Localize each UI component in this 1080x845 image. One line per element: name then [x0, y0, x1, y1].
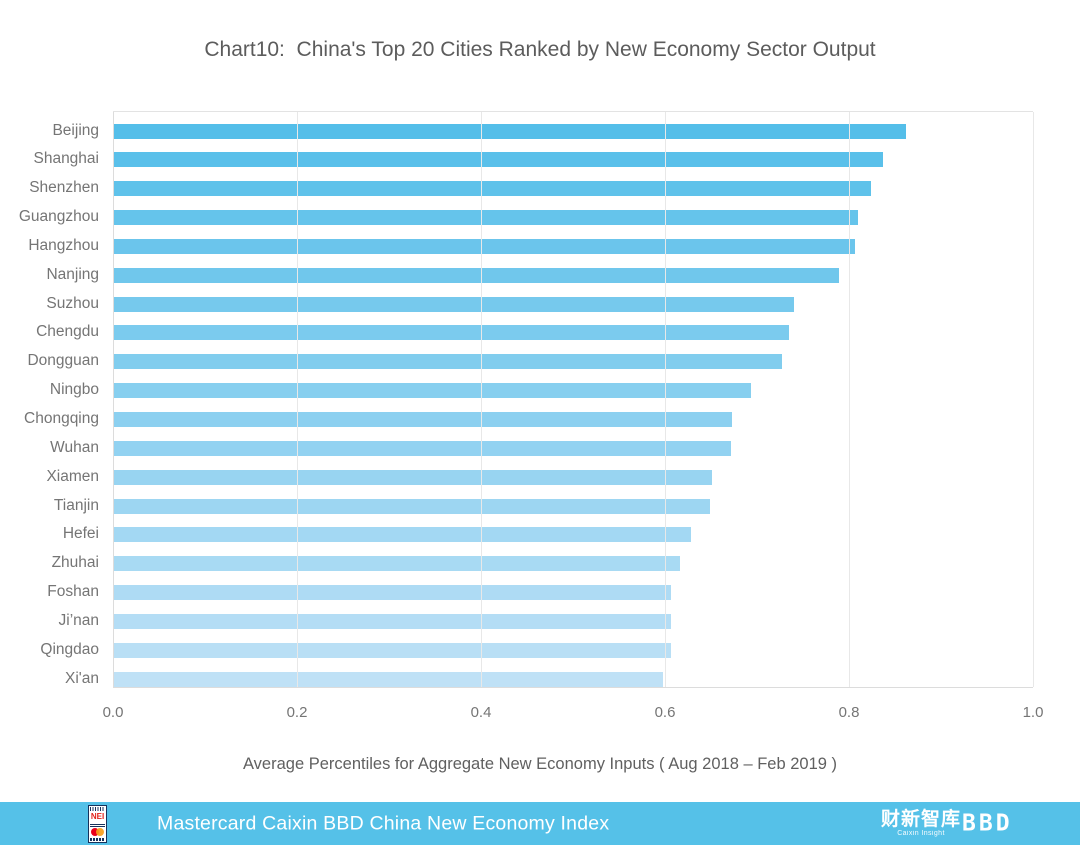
bar-hefei	[113, 527, 691, 543]
category-label: Qingdao	[40, 640, 99, 658]
bar-beijing	[113, 123, 907, 139]
mastercard-icon	[90, 828, 105, 837]
x-axis-ticks: 0.0 0.2 0.4 0.6 0.8 1.0	[103, 704, 1044, 724]
bar-nanjing	[113, 267, 839, 283]
caixin-logo-text: 财新智库	[881, 808, 962, 830]
category-label: Nanjing	[46, 265, 99, 283]
category-label: Guangzhou	[18, 208, 99, 226]
bar-ningbo	[113, 383, 751, 399]
gridline	[665, 112, 666, 687]
nei-footer-stripe-icon	[90, 838, 105, 841]
x-tick-label: 0.0	[102, 704, 124, 721]
bar-chongqing	[113, 412, 733, 427]
bar-shanghai	[113, 152, 884, 168]
bar-tianjin	[113, 498, 711, 514]
caixin-insight-logo: 财新智库 Caixin Insight	[881, 808, 962, 838]
category-label: Ji’nan	[58, 611, 100, 629]
category-label: Xiamen	[46, 467, 99, 485]
nei-logo-text: NEI	[90, 811, 105, 821]
gridline	[849, 112, 850, 687]
plot-area	[113, 111, 1034, 688]
caixin-logo-subtext: Caixin Insight	[897, 829, 945, 837]
category-label: Foshan	[47, 583, 99, 601]
mastercard-red-circle-icon	[91, 828, 99, 837]
category-label: Hefei	[62, 525, 99, 543]
x-tick-label: 0.2	[286, 704, 308, 721]
category-label: Tianjin	[53, 496, 99, 514]
bar-chengdu	[113, 325, 790, 341]
category-label: Xi'an	[65, 669, 99, 687]
bar-foshan	[113, 585, 672, 601]
bar-zhuhai	[113, 556, 680, 572]
x-tick-label: 0.8	[838, 704, 860, 721]
bar-suzhou	[113, 296, 794, 312]
nei-mastercard-logo: NEI	[88, 805, 107, 843]
x-tick-label: 0.6	[654, 704, 676, 721]
category-label: Shanghai	[33, 150, 99, 168]
category-label: Chengdu	[36, 323, 99, 341]
category-label: Shenzhen	[29, 179, 99, 197]
bbd-logo: BBD	[962, 810, 1013, 836]
bar-wuhan	[113, 440, 732, 456]
bar-dongguan	[113, 354, 782, 370]
mastercard-orange-circle-icon	[96, 828, 104, 837]
bar-shenzhen	[113, 181, 872, 197]
gridline	[481, 112, 482, 687]
category-axis: Beijing Shanghai Shenzhen Guangzhou Hangzhou…	[0, 111, 99, 688]
nei-barcode-icon	[90, 807, 105, 811]
category-label: Hangzhou	[28, 236, 99, 254]
footer-title: Mastercard Caixin BBD China New Economy …	[157, 812, 610, 834]
bar-jinan	[113, 613, 671, 629]
chart-title: Chart10: China's Top 20 Cities Ranked by…	[204, 38, 876, 61]
bar-guangzhou	[113, 210, 859, 226]
bar-qingdao	[113, 642, 671, 658]
category-label: Wuhan	[50, 438, 99, 456]
x-axis-title: Average Percentiles for Aggregate New Ec…	[242, 755, 838, 773]
x-tick-label: 1.0	[1022, 704, 1044, 721]
gridline	[297, 112, 298, 687]
footer-bar: Mastercard Caixin BBD China New Economy …	[0, 802, 1080, 845]
nei-stripes-icon	[90, 822, 105, 827]
gridline	[1033, 112, 1034, 687]
bar-xian	[113, 671, 664, 687]
category-label: Suzhou	[46, 294, 99, 312]
gridline	[113, 112, 114, 687]
category-label: Chongqing	[24, 410, 99, 427]
bar-xiamen	[113, 469, 712, 485]
category-label: Dongguan	[27, 352, 99, 370]
x-tick-label: 0.4	[470, 704, 492, 721]
category-label: Ningbo	[49, 381, 99, 399]
category-label: Beijing	[52, 121, 99, 139]
category-label: Zhuhai	[51, 554, 99, 572]
bar-hangzhou	[113, 238, 855, 254]
